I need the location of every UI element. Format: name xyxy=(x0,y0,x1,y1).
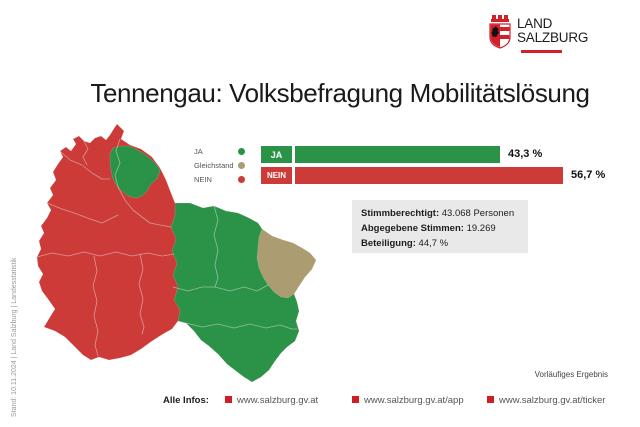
bar-value-ja: 43,3 % xyxy=(508,148,543,160)
bar-label-ja: JA xyxy=(261,146,292,163)
legend-item-ja: JA xyxy=(194,147,254,161)
preliminary-result-note: Vorläufiges Ergebnis xyxy=(534,370,608,379)
footer-label: Alle Infos: xyxy=(163,395,209,406)
red-square-bullet-icon xyxy=(487,396,494,403)
salzburg-coat-of-arms-icon xyxy=(489,15,511,49)
bar-label-nein: NEIN xyxy=(261,167,292,184)
link-salzburg-gv-at[interactable]: www.salzburg.gv.at xyxy=(225,395,318,406)
link-text[interactable]: www.salzburg.gv.at/app xyxy=(364,395,464,406)
source-side-note: Stand: 10.11.2024 | Land Salzburg | Land… xyxy=(11,257,18,417)
stat-label: Abgegebene Stimmen: xyxy=(361,223,464,234)
bar-value-nein: 56,7 % xyxy=(571,169,606,181)
link-salzburg-gv-at-app[interactable]: www.salzburg.gv.at/app xyxy=(352,395,464,406)
logo-red-underline xyxy=(521,50,562,53)
stat-line-beteiligung: Beteiligung: 44,7 % xyxy=(361,236,528,251)
legend-dot-ja xyxy=(238,148,245,155)
stat-label: Stimmberechtigt: xyxy=(361,208,440,219)
page-title: Tennengau: Volksbefragung Mobilitätslösu… xyxy=(90,78,590,108)
legend-dot-nein xyxy=(238,176,245,183)
stat-line-stimmberechtigt: Stimmberechtigt: 43.068 Personen xyxy=(361,206,528,221)
logo-text-line1: LAND xyxy=(517,16,553,31)
link-text[interactable]: www.salzburg.gv.at xyxy=(237,395,319,406)
stat-value: 44,7 % xyxy=(415,238,449,249)
legend-item-nein: NEIN xyxy=(194,175,254,189)
link-salzburg-gv-at-ticker[interactable]: www.salzburg.gv.at/ticker xyxy=(487,395,605,406)
link-text[interactable]: www.salzburg.gv.at/ticker xyxy=(499,395,606,406)
bar-nein xyxy=(295,167,563,184)
tennengau-choropleth-map xyxy=(36,123,317,383)
legend-dot-gleichstand xyxy=(238,162,245,169)
map-legend: JA Gleichstand NEIN xyxy=(194,147,254,189)
map-region-gleichstand xyxy=(256,228,317,299)
legend-label: Gleichstand xyxy=(194,161,234,170)
legend-item-gleichstand: Gleichstand xyxy=(194,161,254,175)
stat-line-abgegebene-stimmen: Abgegebene Stimmen: 19.269 xyxy=(361,221,528,236)
legend-label: NEIN xyxy=(194,175,212,184)
municipality-borders xyxy=(36,138,298,357)
bar-track-nein xyxy=(295,167,563,184)
red-square-bullet-icon xyxy=(225,396,232,403)
legend-label: JA xyxy=(194,147,203,156)
stat-value: 43.068 Personen xyxy=(439,208,515,219)
stat-value: 19.269 xyxy=(463,223,496,234)
map-region-ja-north xyxy=(109,145,161,199)
stats-box: Stimmberechtigt: 43.068 Personen Abgegeb… xyxy=(352,200,528,253)
logo-text-line2: SALZBURG xyxy=(517,30,589,45)
stat-label: Beteiligung: xyxy=(361,238,416,249)
bar-ja xyxy=(295,146,500,163)
red-square-bullet-icon xyxy=(352,396,359,403)
bar-track-ja xyxy=(295,146,563,163)
land-salzburg-logo: LAND SALZBURG xyxy=(488,15,588,49)
